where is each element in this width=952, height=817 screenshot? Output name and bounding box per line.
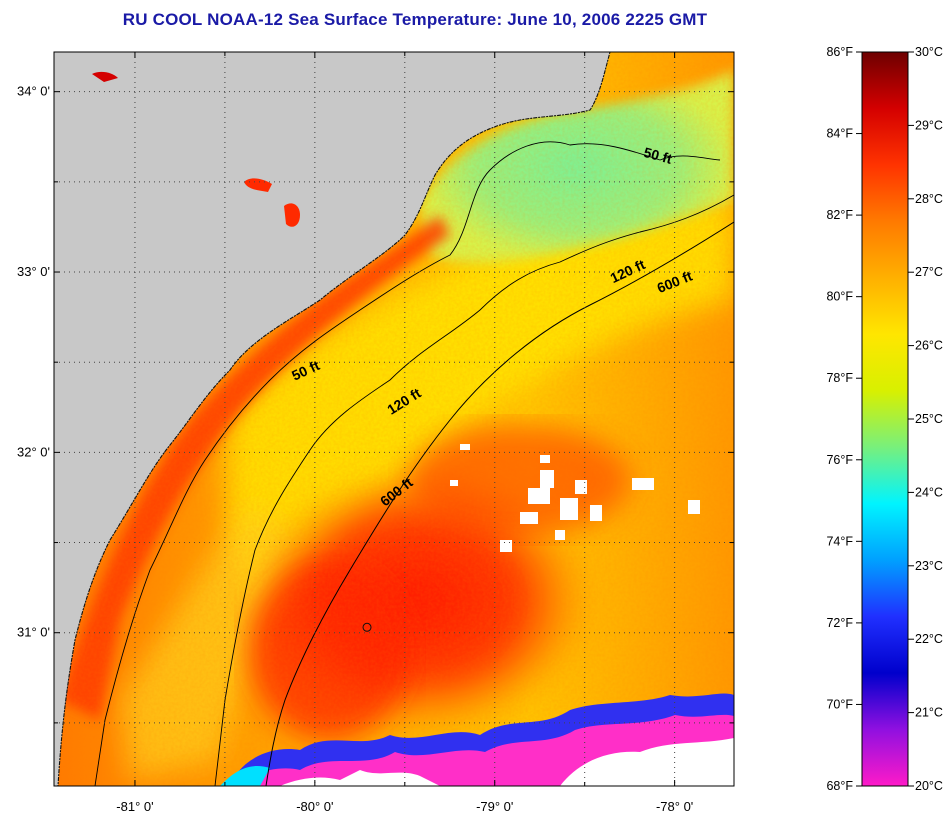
- isobath-600ft: [265, 221, 734, 786]
- coastline: [57, 52, 611, 786]
- axis-ticks: [54, 52, 734, 786]
- lon-tick-label: -78° 0': [656, 799, 693, 814]
- lon-tick-label: -81° 0': [116, 799, 153, 814]
- map-frame: [53, 51, 735, 787]
- inland-lake: [92, 71, 118, 82]
- cloud-bottom: [280, 738, 734, 786]
- lon-tick-label: -79° 0': [476, 799, 513, 814]
- isobath-50ft: [94, 141, 721, 786]
- lat-tick-label: 31° 0': [17, 625, 50, 640]
- land-mass: [54, 52, 610, 786]
- inland-lake: [284, 203, 300, 227]
- cold-water-cyan: [220, 766, 270, 786]
- cloud-patches: [450, 444, 700, 552]
- axis-tick-labels: 34° 0' 33° 0' 32° 0' 31° 0' -81° 0' -80° 0' -7…: [17, 84, 693, 814]
- buoy-station-marker[interactable]: [362, 622, 372, 632]
- isobath-120ft: [214, 194, 734, 786]
- lon-tick-label: -80° 0': [296, 799, 333, 814]
- map-title: RU COOL NOAA-12 Sea Surface Temperature:…: [122, 10, 708, 29]
- lat-tick-label: 32° 0': [17, 444, 50, 459]
- lat-tick-label: 34° 0': [17, 84, 50, 99]
- lat-lon-grid: [54, 52, 734, 786]
- isobath-label: 50 ft: [642, 144, 674, 167]
- lat-tick-label: 33° 0': [17, 264, 50, 279]
